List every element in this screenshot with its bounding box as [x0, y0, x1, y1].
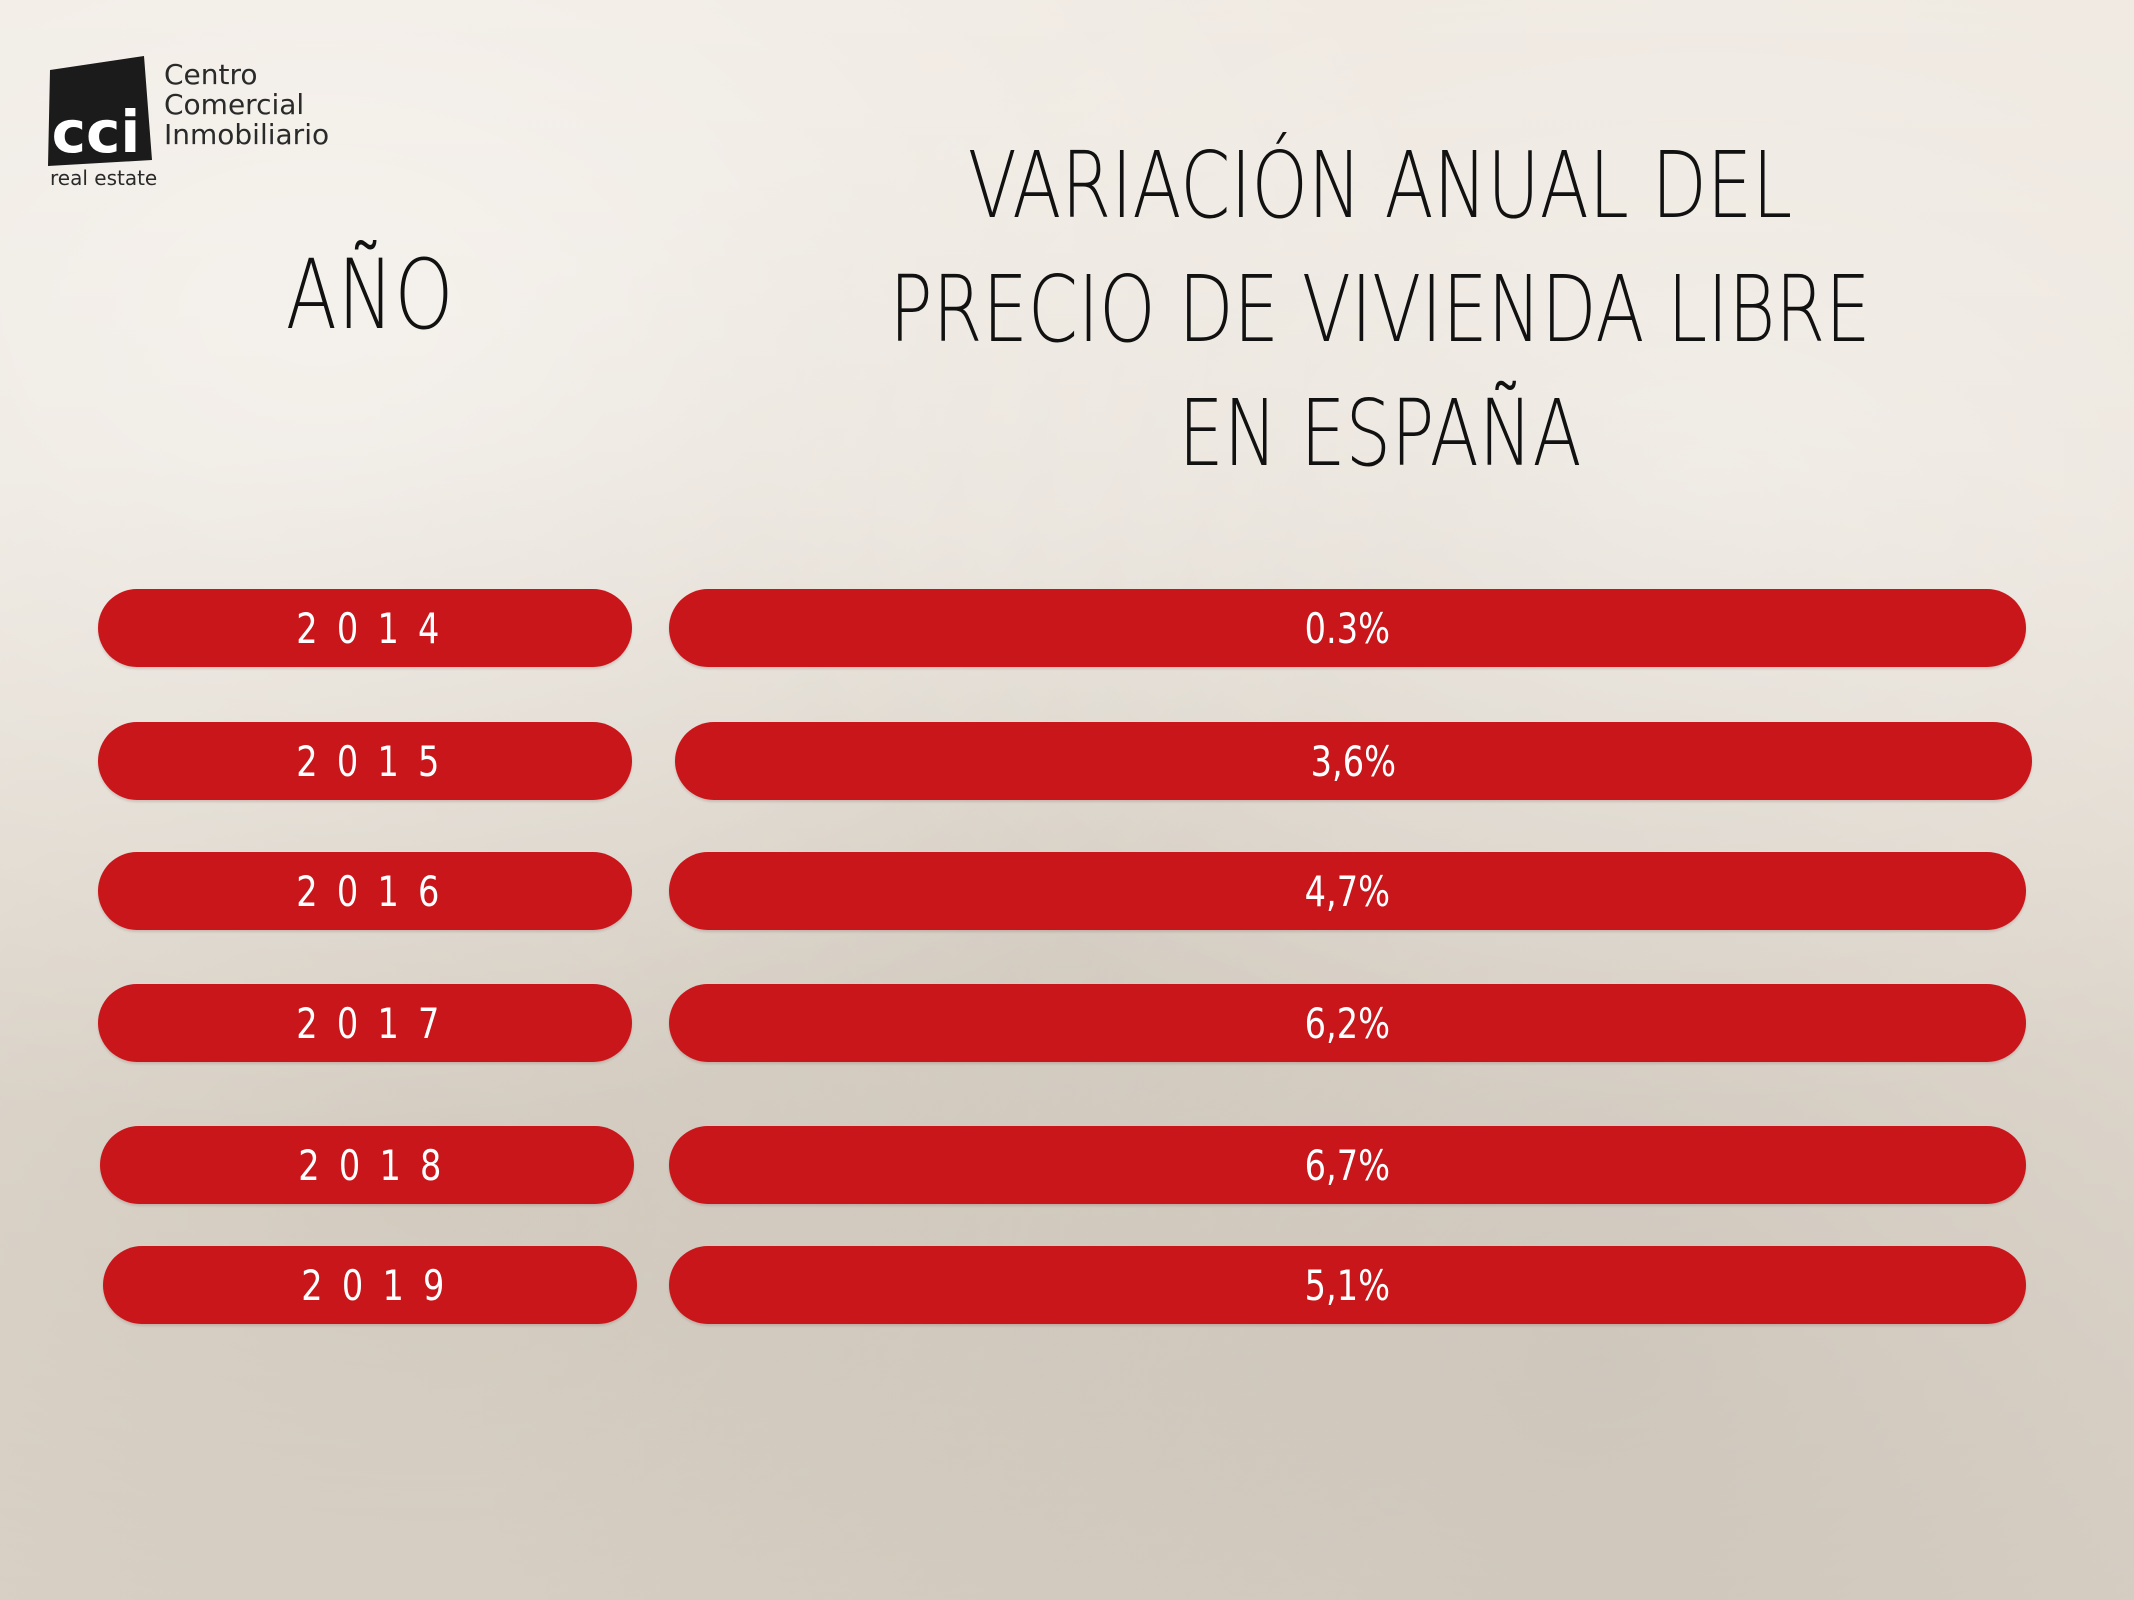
value-pill-2015: 3,6%	[675, 722, 2032, 800]
value-pill-2019: 5,1%	[669, 1246, 2026, 1324]
year-pill-2016: 2016	[98, 852, 632, 930]
year-label: 2014	[295, 603, 459, 653]
title-line-1: VARIACIÓN ANUAL DEL	[967, 132, 1793, 239]
value-label: 5,1%	[1304, 1260, 1391, 1310]
logo-line-3: Inmobiliario	[164, 118, 330, 151]
year-pill-2014: 2014	[98, 589, 632, 667]
year-label: 2016	[295, 866, 459, 916]
value-pill-2014: 0.3%	[669, 589, 2026, 667]
logo-subtitle: real estate	[50, 166, 158, 190]
title-line-3: EN ESPAÑA	[1178, 380, 1582, 487]
year-pill-2019: 2019	[103, 1246, 637, 1324]
logo-line-2: Comercial	[164, 88, 305, 121]
year-label: 2019	[300, 1260, 464, 1310]
value-label: 4,7%	[1304, 866, 1391, 916]
value-pill-2018: 6,7%	[669, 1126, 2026, 1204]
logo-mark-text: cci	[52, 98, 141, 166]
value-pill-2017: 6,2%	[669, 984, 2026, 1062]
year-column-header: AÑO	[285, 239, 455, 351]
value-pill-2016: 4,7%	[669, 852, 2026, 930]
logo-wordmark: Centro Comercial Inmobiliario	[164, 60, 329, 150]
title-line-2: PRECIO DE VIVIENDA LIBRE	[889, 256, 1871, 363]
year-pill-2015: 2015	[98, 722, 632, 800]
value-label: 6,7%	[1304, 1140, 1391, 1190]
year-pill-2018: 2018	[100, 1126, 634, 1204]
year-label: 2015	[295, 736, 459, 786]
value-label: 6,2%	[1304, 998, 1391, 1048]
year-label: 2018	[297, 1140, 461, 1190]
company-logo: cci Centro Comercial Inmobiliario real e…	[44, 56, 344, 196]
value-label: 0.3%	[1304, 603, 1391, 653]
cci-logo-mark: cci	[48, 56, 152, 166]
logo-line-1: Centro	[164, 58, 258, 91]
chart-title: VARIACIÓN ANUAL DEL PRECIO DE VIVIENDA L…	[842, 124, 1918, 496]
year-pill-2017: 2017	[98, 984, 632, 1062]
value-label: 3,6%	[1310, 736, 1397, 786]
year-label: 2017	[295, 998, 459, 1048]
